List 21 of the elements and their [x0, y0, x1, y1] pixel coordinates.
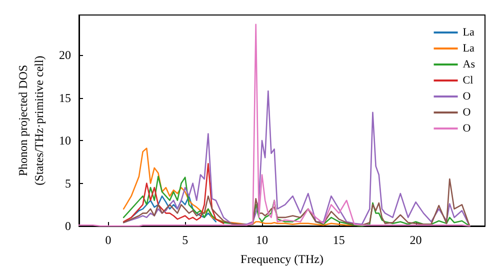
legend-label: La [462, 42, 474, 54]
legend-label: Cl [462, 74, 474, 86]
x-axis-title: Frequency (THz) [240, 252, 324, 266]
x-tick-label: 20 [410, 233, 422, 247]
line-series [130, 195, 217, 222]
legend-label: O [462, 90, 471, 102]
legend-label: O [462, 106, 471, 118]
x-tick-label: 0 [105, 233, 112, 247]
y-tick-label: 0 [65, 219, 71, 233]
y-tick-label: 5 [65, 176, 71, 190]
legend-label: O [462, 122, 471, 134]
y-axis-title: Phonon projected DOS (States/THz·primitive cell) [16, 56, 46, 186]
legend-label: As [462, 58, 476, 70]
line-series [122, 162, 224, 224]
legend-label: La [462, 26, 474, 38]
y-tick-label: 20 [59, 48, 71, 62]
x-tick-label: 10 [256, 233, 268, 247]
y-tick-label: 15 [59, 90, 71, 105]
y-tick-label: 10 [59, 134, 71, 148]
x-tick-label: 15 [332, 233, 345, 247]
x-tick-label: 5 [182, 233, 188, 247]
